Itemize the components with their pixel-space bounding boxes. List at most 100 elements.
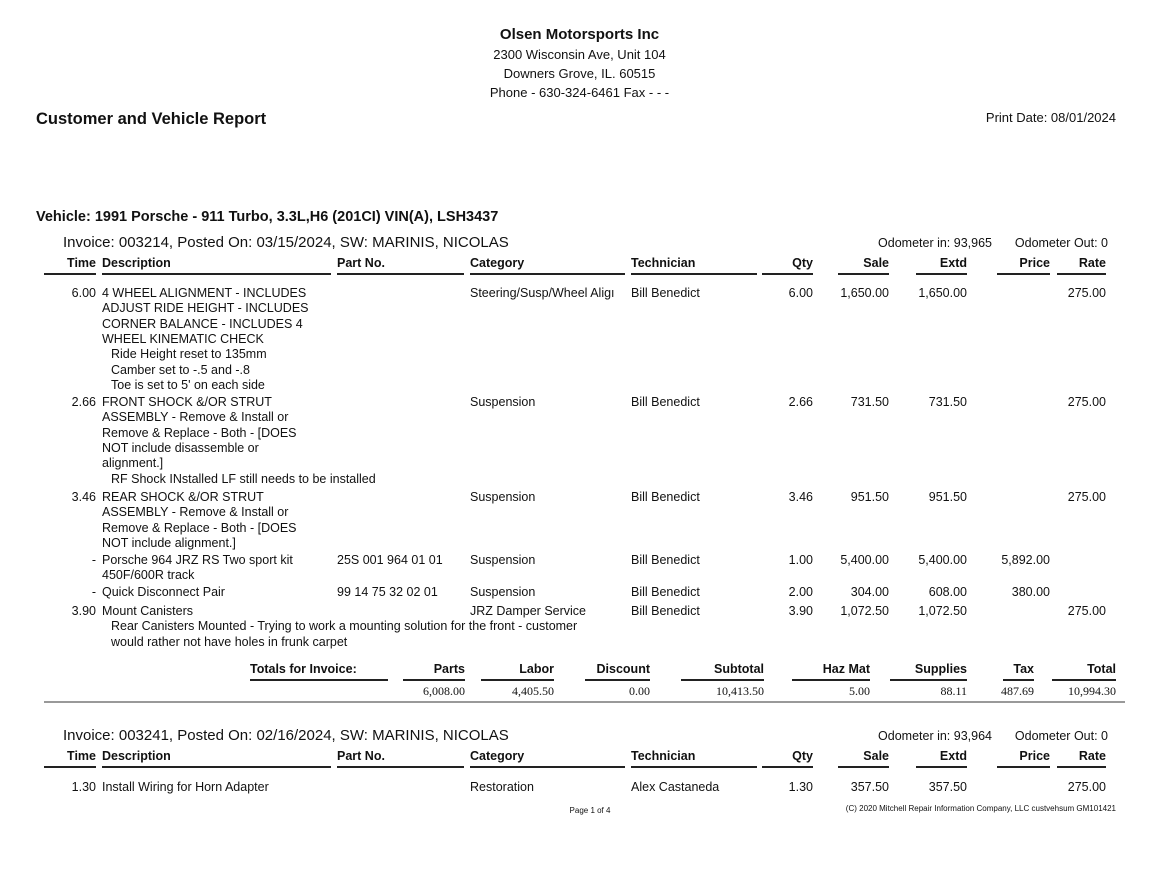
item-qty: 2.00 — [788, 585, 813, 599]
item-category: Steering/Susp/Wheel Aligı — [470, 286, 615, 300]
totals-header-total: Total — [1087, 662, 1116, 676]
item-description: CORNER BALANCE - INCLUDES 4 — [102, 316, 303, 331]
column-header-underline — [631, 766, 757, 768]
item-qty: 3.90 — [788, 604, 813, 618]
item-time: 6.00 — [71, 286, 96, 300]
column-header-tech: Technician — [631, 749, 696, 763]
item-description: ADJUST RIDE HEIGHT - INCLUDES — [102, 301, 309, 316]
item-description: REAR SHOCK &/OR STRUT — [102, 490, 264, 504]
item-rate: 275.00 — [1067, 490, 1106, 504]
item-description: Porsche 964 JRZ RS Two sport kit — [102, 553, 293, 567]
item-description: Remove & Replace - Both - [DOES — [102, 425, 297, 440]
column-header-underline — [631, 273, 757, 275]
totals-header-parts: Parts — [433, 662, 465, 676]
item-sale: 1,072.50 — [840, 604, 889, 618]
totals-underline — [1003, 679, 1034, 681]
totals-label: Totals for Invoice: — [250, 662, 357, 676]
totals-underline — [403, 679, 465, 681]
item-extd: 5,400.00 — [918, 553, 967, 567]
column-header-part: Part No. — [337, 256, 385, 270]
column-header-qty: Qty — [792, 256, 813, 270]
totals-underline — [250, 679, 388, 681]
item-category: Suspension — [470, 585, 536, 599]
item-category: Suspension — [470, 490, 536, 504]
totals-underline — [481, 679, 554, 681]
column-header-category: Category — [470, 256, 525, 270]
item-qty: 2.66 — [788, 395, 813, 409]
item-description: alignment.] — [102, 456, 164, 471]
item-qty: 1.00 — [788, 553, 813, 567]
item-note: Ride Height reset to 135mm — [111, 347, 267, 362]
column-header-underline — [337, 273, 464, 275]
column-header-underline — [102, 766, 331, 768]
item-description: Install Wiring for Horn Adapter — [102, 780, 269, 794]
totals-value-haz-mat: 5.00 — [849, 684, 870, 698]
totals-value-tax: 487.69 — [1001, 684, 1034, 698]
item-description: WHEEL KINEMATIC CHECK — [102, 331, 264, 346]
item-note: would rather not have holes in frunk car… — [111, 634, 348, 649]
totals-underline — [681, 679, 764, 681]
odometer-out: Odometer Out: 0 — [1014, 236, 1108, 250]
item-sale: 1,650.00 — [840, 286, 889, 300]
item-extd: 731.50 — [928, 395, 967, 409]
column-header-underline — [916, 766, 967, 768]
column-header-rate: Rate — [1078, 749, 1106, 763]
totals-underline — [1052, 679, 1116, 681]
item-time: 3.90 — [71, 604, 96, 618]
item-extd: 1,072.50 — [918, 604, 967, 618]
totals-value-total: 10,994.30 — [1068, 684, 1116, 698]
item-category: Suspension — [470, 395, 536, 409]
item-extd: 608.00 — [928, 585, 967, 599]
item-tech: Bill Benedict — [631, 286, 700, 300]
item-note: RF Shock INstalled LF still needs to be … — [111, 471, 376, 486]
totals-value-supplies: 88.11 — [940, 684, 967, 698]
item-rate: 275.00 — [1067, 286, 1106, 300]
item-tech: Bill Benedict — [631, 490, 700, 504]
column-header-tech: Technician — [631, 256, 696, 270]
vehicle-title: Vehicle: 1991 Porsche - 911 Turbo, 3.3L,… — [36, 209, 499, 225]
invoice-header: Invoice: 003214, Posted On: 03/15/2024, … — [63, 234, 509, 251]
totals-underline — [585, 679, 650, 681]
item-time: 2.66 — [71, 395, 96, 409]
totals-underline — [890, 679, 967, 681]
column-header-underline — [44, 766, 96, 768]
column-header-underline — [997, 766, 1050, 768]
totals-header-tax: Tax — [1013, 662, 1034, 676]
item-description: NOT include alignment.] — [102, 535, 236, 550]
item-tech: Alex Castaneda — [631, 780, 720, 794]
column-header-price: Price — [1019, 749, 1050, 763]
column-header-extd: Extd — [939, 749, 967, 763]
column-header-part: Part No. — [337, 749, 385, 763]
column-header-underline — [838, 273, 889, 275]
totals-value-discount: 0.00 — [629, 684, 650, 698]
column-header-extd: Extd — [939, 256, 967, 270]
item-sale: 731.50 — [850, 395, 889, 409]
item-category: JRZ Damper Service — [470, 604, 586, 618]
item-note: Toe is set to 5' on each side — [111, 377, 265, 392]
item-time: 1.30 — [71, 780, 96, 794]
invoice-header: Invoice: 003241, Posted On: 02/16/2024, … — [63, 727, 509, 744]
item-tech: Bill Benedict — [631, 585, 700, 599]
column-header-underline — [44, 273, 96, 275]
item-description: 4 WHEEL ALIGNMENT - INCLUDES — [102, 286, 307, 300]
company-address-line2: Downers Grove, IL. 60515 — [503, 66, 656, 81]
item-price: 380.00 — [1011, 585, 1050, 599]
column-header-qty: Qty — [792, 749, 813, 763]
item-sale: 304.00 — [850, 585, 889, 599]
column-header-time: Time — [67, 256, 96, 270]
column-header-time: Time — [67, 749, 96, 763]
item-time: - — [91, 585, 96, 599]
report-title: Customer and Vehicle Report — [36, 110, 267, 128]
totals-header-labor: Labor — [519, 662, 554, 676]
item-note: Rear Canisters Mounted - Trying to work … — [111, 619, 578, 634]
item-note: Camber set to -.5 and -.8 — [111, 362, 250, 377]
item-part: 99 14 75 32 02 01 — [337, 585, 438, 599]
item-rate: 275.00 — [1067, 604, 1106, 618]
column-header-underline — [102, 273, 331, 275]
item-extd: 357.50 — [928, 780, 967, 794]
column-header-underline — [1057, 273, 1106, 275]
item-description: Quick Disconnect Pair — [102, 585, 225, 599]
invoice-separator — [44, 701, 1125, 703]
item-description: Remove & Replace - Both - [DOES — [102, 520, 297, 535]
